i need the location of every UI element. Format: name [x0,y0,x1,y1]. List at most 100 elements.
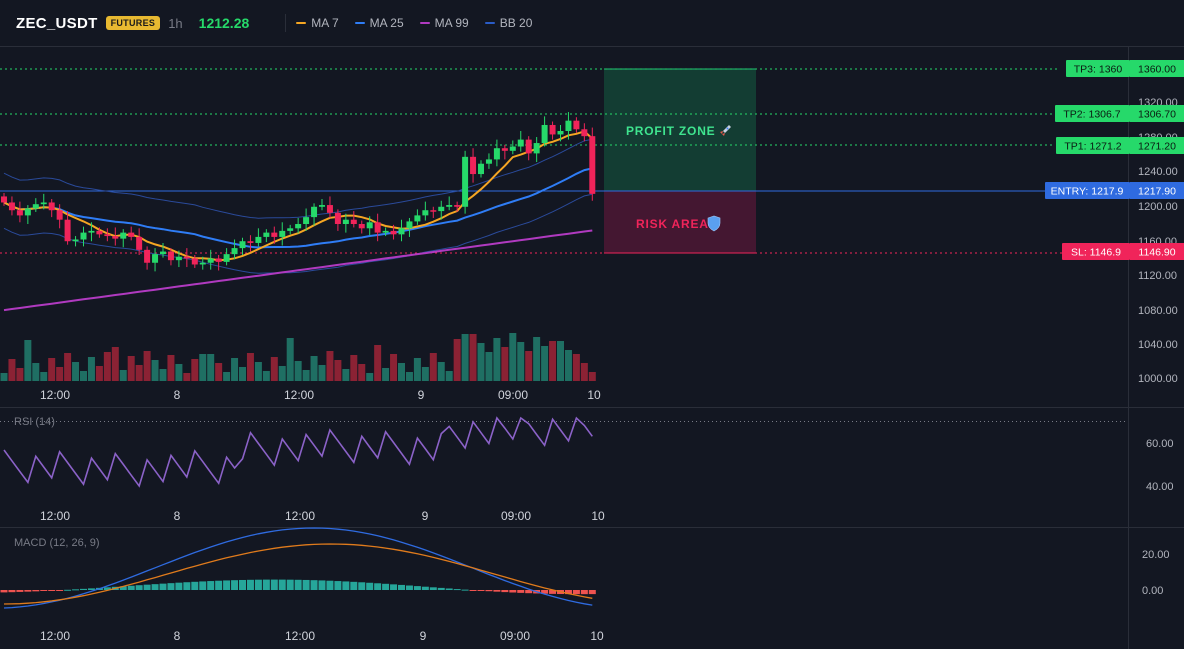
volume-bar [326,351,334,381]
tp2-value: 1306.70 [1138,109,1176,121]
macd-signal-line [3,543,593,605]
candle-body [366,222,373,229]
price-axis[interactable]: 1320.00 1280.00 1240.00 1200.00 1160.00 … [1138,97,1178,385]
macd-histogram-bar [326,580,334,590]
macd-panel[interactable]: MACD (12, 26, 9) 20.00 0.00 [0,527,1170,609]
candle-body [509,146,516,151]
candle-body [311,206,318,218]
volume-bar [493,338,501,381]
volume-bar [231,358,239,381]
volume-bar [246,353,254,381]
time-axis-macd[interactable]: 12:00 8 12:00 9 09:00 10 [40,629,604,643]
candle-body [16,210,23,216]
volume-bar [334,360,342,381]
shield-icon [707,215,721,232]
entry-tag[interactable]: ENTRY: 1217.9 [1045,182,1130,199]
macd-histogram-bar [207,581,215,590]
candle-body [573,120,580,130]
ma25-line [3,167,593,249]
time-tick: 9 [418,388,425,402]
macd-histogram-bar [461,589,469,591]
candle-body [414,215,421,222]
candle-body [334,212,341,224]
legend-bb20[interactable]: BB 20 [484,16,533,30]
candle-body [104,234,111,237]
candle-body [398,228,405,235]
macd-histogram-bar [493,590,501,592]
chart-header: ZEC_USDT FUTURES 1h 1212.28 MA 7 MA 25 M… [0,0,1184,46]
volume-bar [533,337,541,381]
volume-bar [143,351,151,381]
macd-histogram-bar [358,582,366,590]
volume-bar [342,369,350,381]
macd-histogram-bar [485,590,493,592]
macd-histogram-bar [262,579,270,590]
candle-body [88,230,95,233]
volume-bar [517,342,525,381]
volume-bar [477,343,485,381]
timeframe-label[interactable]: 1h [168,15,183,31]
macd-histogram-bar [56,590,64,591]
candle-body [406,221,413,229]
macd-histogram-bar [270,579,278,590]
macd-histogram-bar [143,584,151,590]
macd-histogram-bar [183,582,191,590]
macd-histogram-bar [72,589,80,591]
macd-histogram-bar [509,590,517,593]
legend-ma25[interactable]: MA 25 [354,16,404,30]
candle-body [541,124,548,144]
candle-body [422,210,429,216]
time-tick: 09:00 [500,629,530,643]
time-axis-rsi[interactable]: 12:00 8 12:00 9 09:00 10 [40,509,605,523]
candle-body [350,219,357,224]
macd-histogram-bar [382,583,390,590]
volume-bar [80,371,87,381]
macd-histogram-bar [40,590,48,591]
macd-histogram-bar [525,590,533,594]
macd-histogram-bar [223,580,231,590]
macd-histogram-bar [398,584,405,590]
ma99-line [3,229,593,312]
candle-body [589,136,596,194]
legend-ma99-label: MA 99 [434,16,469,30]
candle-body [80,232,87,240]
legend-ma7[interactable]: MA 7 [296,16,339,30]
candle-body [319,205,325,207]
legend-ma99[interactable]: MA 99 [419,16,469,30]
macd-tick: 0.00 [1142,585,1163,597]
candle-body [24,208,31,216]
macd-histogram-bar [135,585,143,590]
macd-title: MACD (12, 26, 9) [14,537,100,549]
macd-histogram-bar [541,590,549,594]
volume-bar [549,341,557,381]
candle-body [191,258,198,265]
candle-body [183,256,190,259]
candle-body [247,241,254,243]
last-price: 1212.28 [198,15,250,31]
macd-histogram-bar [151,584,159,590]
volume-bar [48,358,56,381]
time-axis-main[interactable]: 12:00 8 12:00 9 09:00 10 [40,388,601,402]
candle-body [374,222,381,233]
rsi-panel[interactable]: RSI (14) 60.00 40.00 [0,416,1174,493]
volume-bar [127,356,135,381]
candle-body [279,230,286,237]
volume-bar [95,366,103,381]
candlesticks[interactable] [1,112,596,272]
tp1-tag[interactable]: TP1: 1271.2 [1056,137,1130,154]
sl-tag[interactable]: SL: 1146.9 [1062,243,1130,260]
legend-bb20-label: BB 20 [499,16,533,30]
macd-histogram-bar [445,588,453,590]
profit-zone [604,69,756,191]
candle-body [167,251,174,261]
macd-histogram-bar [374,583,382,590]
volume-bar [366,373,374,381]
tp3-tag[interactable]: TP3: 1360 [1066,60,1130,77]
macd-histogram-bar [580,590,588,595]
risk-area-text: RISK AREA [636,217,709,231]
tp2-tag[interactable]: TP2: 1306.7 [1055,105,1130,122]
candle-body [549,124,556,135]
symbol-name[interactable]: ZEC_USDT [16,14,98,32]
volume-bar [87,357,95,381]
